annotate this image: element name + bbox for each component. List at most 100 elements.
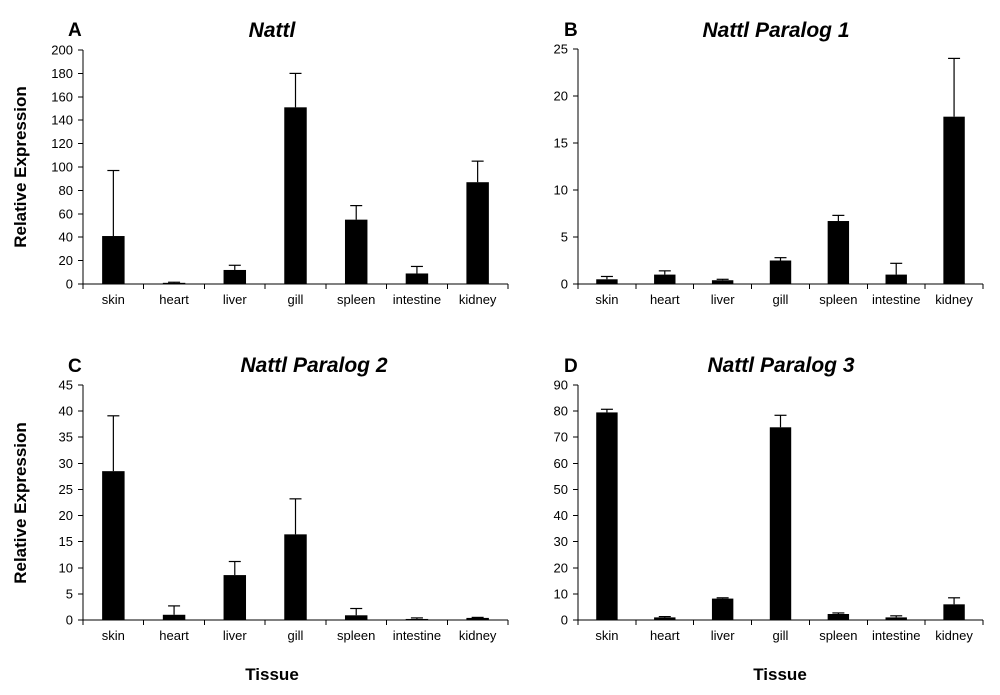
- x-tick-label: spleen: [337, 292, 375, 307]
- x-tick-label: kidney: [935, 292, 973, 307]
- bar-intestine: [885, 617, 907, 620]
- x-tick-label: gill: [773, 292, 789, 307]
- y-tick-label: 0: [561, 613, 568, 628]
- bar-spleen: [344, 219, 368, 284]
- y-tick-label: 80: [554, 404, 568, 419]
- y-axis-label: Relative Expression: [11, 86, 30, 248]
- x-tick-label: heart: [159, 628, 189, 643]
- bar-intestine: [405, 618, 429, 620]
- bar-kidney: [466, 617, 489, 620]
- chart-panel-a: A Nattl Relative Expression 0 20 40 60 80 100 120…: [11, 19, 509, 307]
- bar-liver: [711, 280, 734, 284]
- y-tick-label: 200: [51, 43, 73, 58]
- x-tick-label: intestine: [872, 628, 920, 643]
- y-tick-label: 25: [554, 42, 568, 57]
- bar-skin: [596, 412, 618, 620]
- y-tick-label: 20: [59, 253, 73, 268]
- x-tick-label: skin: [102, 628, 125, 643]
- bar-liver: [223, 575, 247, 620]
- y-tick-label: 30: [59, 456, 73, 471]
- x-tick-label: liver: [711, 628, 736, 643]
- x-tick-label: heart: [650, 292, 680, 307]
- bar-heart: [162, 282, 186, 284]
- x-tick-label: intestine: [393, 628, 441, 643]
- bar-kidney: [943, 116, 965, 285]
- y-tick-label: 30: [554, 534, 568, 549]
- x-tick-label: kidney: [459, 292, 497, 307]
- chart-title: Nattl: [249, 19, 297, 42]
- bar-spleen: [827, 221, 850, 284]
- bar-heart: [162, 614, 186, 620]
- bar-spleen: [344, 615, 368, 620]
- x-axis-label-right: Tissue: [753, 665, 807, 684]
- x-tick-label: skin: [595, 628, 618, 643]
- bar-gill: [769, 260, 792, 284]
- y-axis-label: Relative Expression: [11, 422, 30, 584]
- y-tick-label: 40: [59, 404, 73, 419]
- x-tick-label: spleen: [819, 628, 857, 643]
- y-tick-label: 15: [59, 534, 73, 549]
- y-tick-label: 20: [554, 560, 568, 575]
- y-tick-label: 0: [66, 613, 73, 628]
- chart-panel-c: C Nattl Paralog 2 Relative Expression 0 5 10 1…: [11, 354, 509, 643]
- y-tick-label: 80: [59, 183, 73, 198]
- chart-title: Nattl Paralog 2: [240, 354, 387, 377]
- x-tick-label: gill: [288, 292, 304, 307]
- y-tick-label: 10: [554, 586, 568, 601]
- x-tick-label: skin: [102, 292, 125, 307]
- panel-letter: D: [564, 356, 578, 377]
- y-tick-label: 5: [561, 230, 568, 245]
- x-tick-label: gill: [773, 628, 789, 643]
- y-tick-label: 120: [51, 136, 73, 151]
- bar-skin: [102, 471, 125, 620]
- y-tick-label: 90: [554, 378, 568, 393]
- y-tick-label: 140: [51, 113, 73, 128]
- x-tick-label: heart: [650, 628, 680, 643]
- bar-skin: [596, 279, 618, 284]
- x-axis-label-left: Tissue: [245, 665, 299, 684]
- panel-letter: C: [68, 356, 82, 377]
- y-tick-label: 35: [59, 430, 73, 445]
- x-tick-label: liver: [711, 292, 736, 307]
- y-tick-label: 60: [554, 456, 568, 471]
- y-tick-label: 10: [554, 183, 568, 198]
- chart-panel-b: B Nattl Paralog 1 0 5 10 15 20 25 skin heart liver…: [554, 19, 984, 307]
- x-tick-label: kidney: [459, 628, 497, 643]
- y-tick-label: 40: [554, 508, 568, 523]
- x-tick-label: liver: [223, 292, 248, 307]
- bar-skin: [102, 236, 125, 284]
- bar-gill: [769, 427, 792, 620]
- y-tick-label: 5: [66, 586, 73, 601]
- y-tick-label: 50: [554, 482, 568, 497]
- x-tick-label: spleen: [819, 292, 857, 307]
- x-tick-label: liver: [223, 628, 248, 643]
- x-tick-label: intestine: [872, 292, 920, 307]
- panel-letter: A: [68, 20, 82, 41]
- y-tick-label: 60: [59, 206, 73, 221]
- y-tick-label: 45: [59, 378, 73, 393]
- y-tick-label: 0: [561, 277, 568, 292]
- y-tick-label: 20: [554, 89, 568, 104]
- bar-liver: [711, 598, 734, 620]
- chart-title: Nattl Paralog 3: [707, 354, 854, 377]
- x-tick-label: gill: [288, 628, 304, 643]
- y-tick-label: 25: [59, 482, 73, 497]
- y-tick-label: 70: [554, 430, 568, 445]
- bar-gill: [284, 534, 307, 620]
- bar-gill: [284, 107, 307, 284]
- x-tick-label: kidney: [935, 628, 973, 643]
- bar-heart: [654, 617, 676, 620]
- x-tick-label: skin: [595, 292, 618, 307]
- y-tick-label: 100: [51, 160, 73, 175]
- x-tick-label: intestine: [393, 292, 441, 307]
- y-tick-label: 0: [66, 277, 73, 292]
- y-tick-label: 20: [59, 508, 73, 523]
- y-tick-label: 15: [554, 136, 568, 151]
- chart-title: Nattl Paralog 1: [702, 19, 849, 42]
- y-tick-label: 160: [51, 89, 73, 104]
- panel-letter: B: [564, 20, 578, 41]
- bar-intestine: [885, 274, 907, 284]
- y-tick-label: 180: [51, 66, 73, 81]
- bar-heart: [654, 274, 676, 284]
